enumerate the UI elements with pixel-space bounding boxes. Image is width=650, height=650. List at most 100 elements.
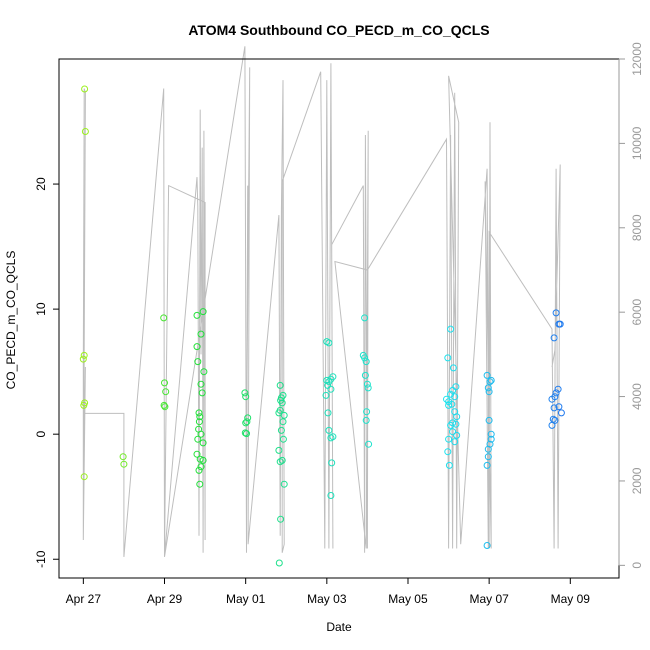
- data-point: [327, 492, 335, 499]
- y2-tick-label: 0: [630, 562, 644, 569]
- data-point: [80, 401, 88, 409]
- data-point: [195, 466, 203, 474]
- data-point: [120, 460, 128, 468]
- data-point: [197, 380, 205, 388]
- x-axis-label: Date: [326, 620, 352, 634]
- y2-tick-label: 6000: [630, 299, 644, 326]
- data-point: [484, 453, 492, 461]
- data-point: [449, 428, 457, 436]
- data-point: [322, 391, 330, 399]
- data-point: [194, 358, 202, 366]
- data-point: [162, 388, 170, 396]
- data-point: [193, 311, 201, 319]
- data-point: [325, 339, 333, 347]
- data-point: [275, 559, 283, 567]
- x-tick-label: May 01: [226, 592, 266, 606]
- data-point: [325, 426, 333, 434]
- data-point: [279, 435, 287, 443]
- data-point: [327, 385, 335, 393]
- data-point: [277, 515, 285, 523]
- y2-tick-label: 12000: [630, 42, 644, 76]
- y2-axis: 0 2000 4000 6000 8000 10000 12000: [618, 42, 644, 569]
- data-point: [483, 542, 491, 549]
- data-point: [200, 368, 208, 376]
- data-point: [80, 473, 88, 481]
- data-point: [329, 433, 337, 441]
- data-point: [161, 403, 169, 411]
- data-point: [552, 309, 560, 317]
- data-point: [80, 351, 88, 359]
- data-point: [278, 456, 286, 464]
- data-point: [550, 334, 558, 342]
- data-point: [484, 384, 492, 392]
- points-layer: [79, 85, 565, 567]
- data-point: [241, 389, 249, 397]
- data-point: [81, 85, 89, 93]
- data-point: [199, 456, 207, 464]
- secondary-series-line: [82, 46, 561, 557]
- data-point: [243, 430, 250, 438]
- data-point: [195, 418, 203, 426]
- data-point: [160, 314, 168, 322]
- data-point: [363, 408, 371, 416]
- data-point: [484, 445, 492, 453]
- data-point: [486, 440, 494, 448]
- data-point: [324, 409, 332, 417]
- x-tick-label: May 05: [388, 592, 428, 606]
- data-point: [363, 380, 371, 388]
- data-point: [193, 343, 201, 351]
- data-point: [485, 416, 493, 424]
- data-point: [449, 364, 457, 372]
- data-point: [194, 435, 202, 443]
- data-point: [193, 450, 201, 458]
- data-point: [361, 314, 369, 322]
- data-point: [243, 418, 251, 426]
- x-tick-label: May 09: [551, 592, 591, 606]
- data-point: [361, 354, 369, 362]
- x-tick-label: Apr 27: [66, 592, 102, 606]
- data-point: [449, 386, 457, 394]
- data-point: [548, 421, 556, 429]
- data-point: [196, 413, 204, 421]
- data-point: [280, 411, 288, 419]
- data-point: [279, 418, 287, 426]
- data-point: [196, 480, 204, 488]
- data-point: [119, 453, 127, 461]
- x-axis: Apr 27 Apr 29 May 01 May 03 May 05 May 07 May …: [66, 577, 591, 606]
- data-point: [451, 393, 459, 401]
- data-point: [199, 308, 207, 316]
- data-point: [161, 379, 168, 387]
- data-point: [551, 416, 559, 424]
- data-point: [444, 354, 452, 362]
- data-point: [365, 440, 373, 448]
- data-point: [451, 438, 459, 446]
- y-tick-label: 10: [34, 302, 48, 316]
- y-tick-label: -10: [34, 550, 48, 568]
- data-point: [241, 429, 249, 437]
- y2-tick-label: 2000: [630, 467, 644, 494]
- data-point: [362, 358, 370, 366]
- data-point: [448, 400, 456, 408]
- data-point: [242, 419, 250, 427]
- data-point: [483, 371, 491, 379]
- data-point: [445, 461, 453, 469]
- data-point: [487, 435, 495, 443]
- y2-tick-label: 8000: [630, 214, 644, 241]
- data-point: [444, 448, 452, 456]
- y-axis-label: CO_PECD_m_CO_QCLS: [4, 251, 18, 390]
- data-point: [554, 385, 562, 393]
- data-point: [483, 461, 491, 469]
- x-tick-label: May 07: [469, 592, 509, 606]
- data-point: [278, 399, 286, 407]
- data-point: [280, 480, 288, 488]
- y-tick-label: 0: [34, 431, 48, 438]
- data-point: [276, 381, 284, 389]
- data-point: [452, 420, 460, 428]
- data-point: [453, 431, 461, 439]
- data-point: [486, 378, 494, 386]
- data-point: [485, 388, 493, 396]
- data-point: [79, 355, 87, 363]
- plot-box: [58, 58, 620, 579]
- data-point: [197, 430, 205, 438]
